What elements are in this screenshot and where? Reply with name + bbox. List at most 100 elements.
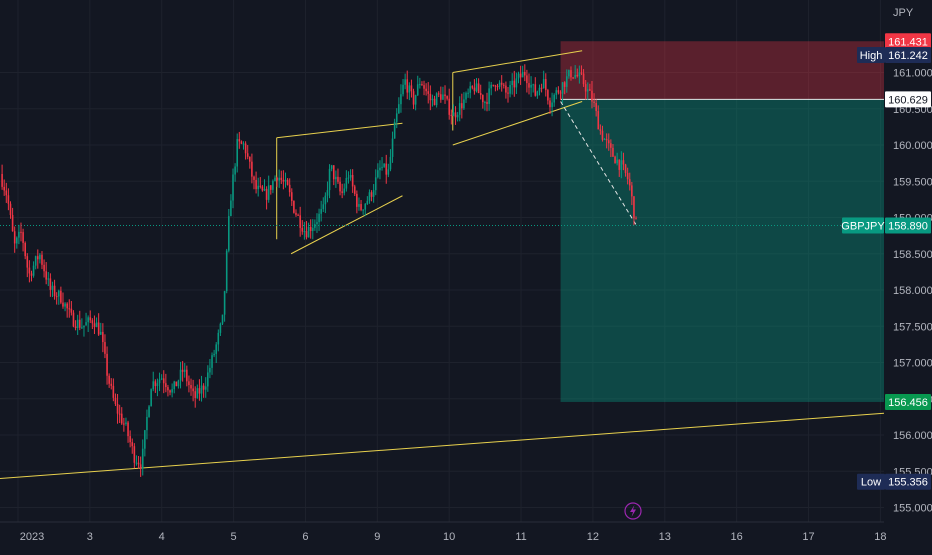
- candle-body: [307, 226, 310, 238]
- candle-body: [95, 322, 98, 327]
- stop-loss-zone[interactable]: [560, 41, 884, 100]
- candle-body: [553, 94, 555, 103]
- candle-body: [347, 177, 350, 179]
- candle-body: [179, 369, 182, 381]
- position-tool[interactable]: [560, 41, 884, 402]
- drawing-lines[interactable]: [0, 50, 885, 479]
- candle-body: [406, 79, 409, 93]
- candle-body: [515, 78, 518, 88]
- candle-body: [72, 312, 75, 327]
- candle-body: [160, 378, 163, 380]
- target-price-label: 156.456: [888, 397, 928, 409]
- channel-upper-line[interactable]: [452, 50, 583, 73]
- candle-body: [570, 70, 572, 78]
- time-tick-label: 13: [659, 531, 671, 543]
- candle-body: [284, 179, 287, 182]
- candle-body: [429, 93, 432, 101]
- channel-upper-line[interactable]: [276, 122, 403, 139]
- candle-body: [74, 326, 77, 328]
- candle-body: [356, 193, 358, 207]
- candle-body: [343, 188, 346, 193]
- candle-body: [454, 112, 457, 118]
- candle-body: [605, 139, 608, 141]
- candle-body: [255, 179, 257, 190]
- candle-body: [148, 406, 150, 417]
- candle-body: [34, 256, 37, 266]
- candle-body: [53, 285, 56, 297]
- time-tick-label: 4: [159, 531, 165, 543]
- candle-body: [425, 88, 427, 92]
- candle-body: [89, 317, 92, 321]
- candle-body: [68, 308, 71, 310]
- price-scale[interactable]: JPY 155.000155.500156.000156.500157.0001…: [884, 0, 932, 550]
- candle-body: [486, 102, 488, 104]
- candle-body: [563, 82, 566, 87]
- candle-body: [572, 77, 574, 79]
- candle-body: [385, 163, 388, 175]
- entry-price-label: 160.629: [888, 94, 928, 106]
- candle-body: [276, 177, 278, 181]
- low-label-bg: [857, 473, 885, 490]
- candle-body: [26, 256, 29, 268]
- candle-body: [303, 231, 306, 233]
- candle-body: [165, 383, 167, 388]
- high-price-value-bg: [885, 46, 931, 63]
- candle-body: [299, 215, 301, 228]
- candle-body: [22, 232, 24, 243]
- stop-price-label: 161.431: [888, 36, 928, 48]
- candle-body: [11, 214, 14, 232]
- candle-body: [316, 222, 318, 225]
- candle-body: [221, 314, 224, 324]
- candle-body: [139, 464, 142, 469]
- candle-body: [437, 93, 440, 95]
- candle-body: [232, 174, 234, 201]
- candle-body: [370, 192, 373, 197]
- candle-body: [379, 167, 381, 171]
- candle-body: [169, 390, 171, 393]
- candle-body: [509, 85, 511, 94]
- candle-body: [578, 72, 581, 77]
- candle-body: [389, 156, 392, 170]
- projection-line[interactable]: [560, 101, 637, 226]
- candle-body: [18, 231, 20, 238]
- candle-body: [272, 180, 274, 190]
- candle-body: [223, 291, 226, 315]
- candle-body: [440, 94, 442, 100]
- candle-body: [125, 422, 127, 424]
- candle-body: [576, 74, 579, 77]
- candle-body: [395, 113, 398, 122]
- candle-body: [311, 227, 314, 231]
- candle-body: [36, 256, 39, 260]
- time-tick-label: 9: [374, 531, 380, 543]
- candle-body: [603, 139, 606, 141]
- channel-lower-line[interactable]: [452, 101, 583, 146]
- candle-body: [496, 86, 499, 88]
- candle-body: [207, 372, 209, 387]
- time-tick-label: 3: [87, 531, 93, 543]
- candle-body: [633, 196, 635, 219]
- candle-body: [544, 79, 547, 91]
- take-profit-zone[interactable]: [560, 99, 884, 402]
- last-price-value: 158.890: [888, 220, 928, 232]
- candle-body: [28, 267, 31, 274]
- candle-body: [144, 430, 146, 449]
- channel-lower-line[interactable]: [290, 195, 403, 255]
- candle-body: [43, 264, 45, 272]
- candle-body: [431, 98, 434, 101]
- candle-body: [473, 87, 476, 92]
- candle-body: [305, 231, 308, 238]
- price-tick-label: 160.000: [893, 140, 932, 152]
- candle-body: [45, 271, 47, 280]
- low-price-value: 155.356: [888, 477, 928, 489]
- lightning-icon[interactable]: [624, 502, 642, 520]
- candle-body: [580, 72, 583, 74]
- candle-body: [112, 385, 115, 398]
- time-axis[interactable]: 2023 3 4 5 6 9 10 11 12 13 16 17 18: [0, 521, 887, 543]
- candle-body: [13, 231, 16, 244]
- high-label: High: [860, 50, 883, 62]
- candle-body: [282, 180, 285, 182]
- support-trendline[interactable]: [0, 412, 885, 479]
- candle-body: [87, 317, 89, 323]
